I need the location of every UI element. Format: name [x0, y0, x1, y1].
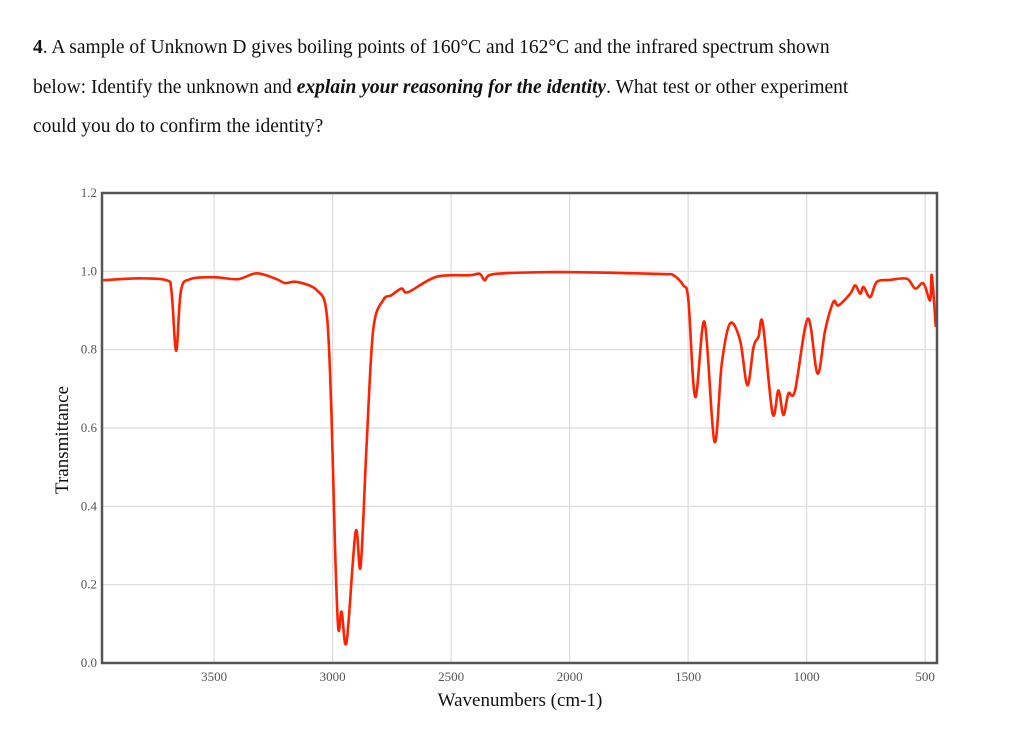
x-axis-title: Wavenumbers (cm-1)	[438, 690, 603, 711]
y-axis-title: Transmittance	[52, 386, 73, 494]
emphasis-text: explain your reasoning for the identity	[296, 77, 607, 98]
y-tick-label: 0.0	[81, 655, 97, 670]
x-tick-label: 3500	[201, 669, 227, 684]
x-tick-label: 3000	[320, 669, 346, 684]
plot-frame	[100, 191, 939, 665]
x-tick-label: 2500	[438, 669, 464, 684]
y-tick-label: 1.2	[81, 185, 97, 200]
question-text: . What test or other experiment	[606, 77, 849, 98]
y-tick-label: 1.0	[81, 263, 97, 278]
question-text: could you do to confirm the identity?	[33, 116, 324, 137]
x-tick-label: 2000	[557, 669, 583, 684]
x-tick-label: 1000	[794, 669, 820, 684]
question-text: . A sample of Unknown D gives boiling po…	[42, 37, 830, 58]
y-tick-label: 0.2	[81, 577, 97, 592]
question-number: 4	[33, 37, 43, 58]
question-line-3: could you do to confirm the identity?	[33, 117, 323, 137]
y-tick-label: 0.4	[81, 498, 98, 513]
question-line-2: below: Identify the unknown and explain …	[33, 78, 848, 98]
y-tick-label: 0.8	[81, 342, 97, 357]
question-line-1: 4. A sample of Unknown D gives boiling p…	[33, 38, 830, 58]
question-text: below: Identify the unknown and	[33, 77, 297, 98]
spectrum-line	[103, 270, 938, 646]
gridlines	[102, 192, 937, 664]
x-tick-label: 500	[915, 669, 935, 684]
tick-labels: 3500 3000 2500 2000 1500 1000 500 0.0 0.2 0.4 0.6 0…	[81, 185, 935, 684]
y-tick-label: 0.6	[81, 420, 98, 435]
x-tick-label: 1500	[675, 669, 701, 684]
